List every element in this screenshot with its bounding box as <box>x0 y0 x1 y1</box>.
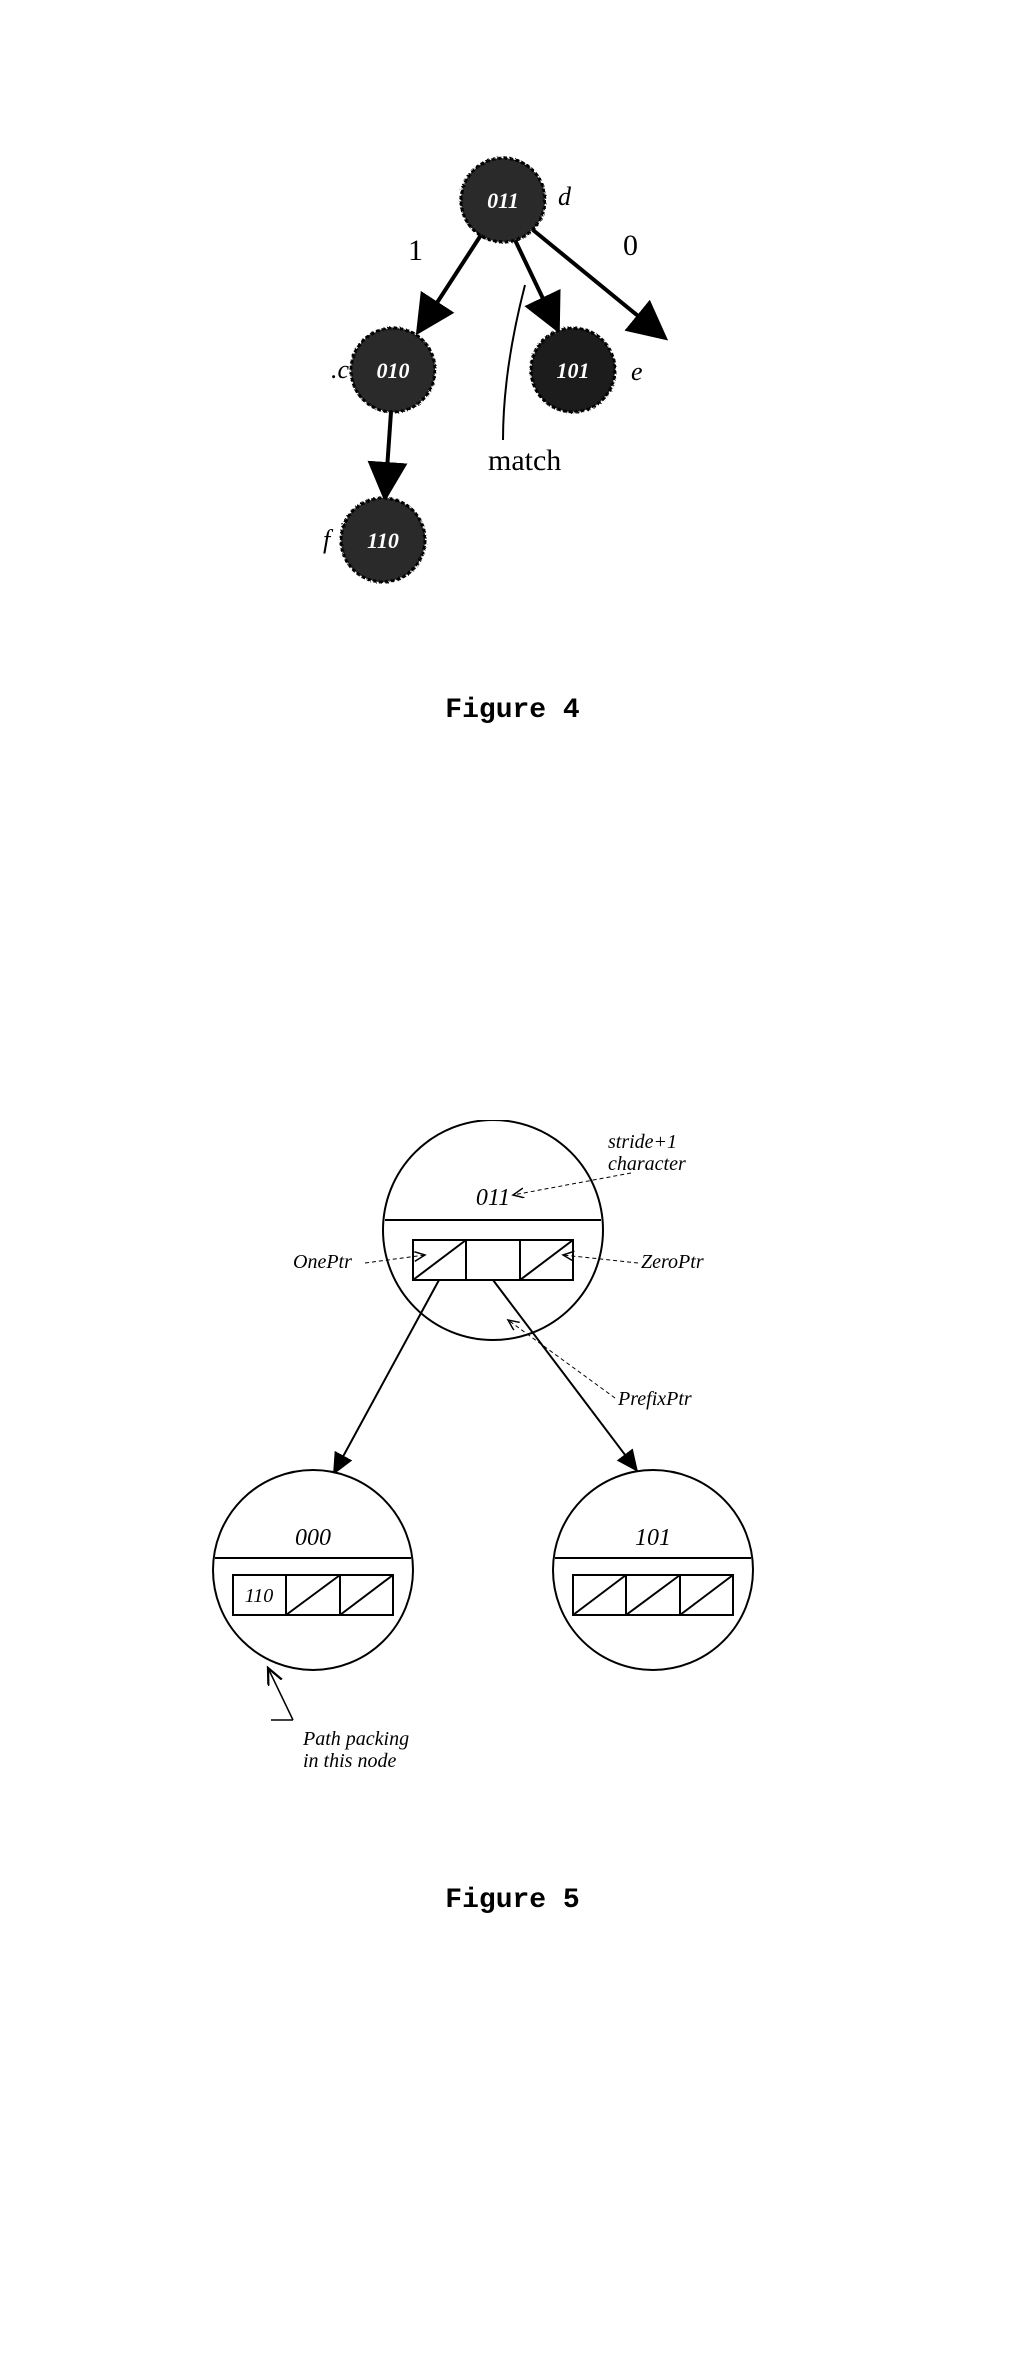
annot-prefixptr: PrefixPtr <box>617 1388 692 1410</box>
node-e-value: 101 <box>556 358 589 383</box>
edge-d-e <box>515 240 558 330</box>
annot-zeroptr: ZeroPtr <box>641 1251 704 1273</box>
annot-pathpack: Path packing in this node <box>302 1728 414 1772</box>
left-cell0-value: 110 <box>244 1585 273 1607</box>
edge-root-left <box>333 1280 439 1475</box>
edge-label-1: 1 <box>408 234 423 267</box>
figure-5-svg: 011 stride+1 character OnePtr ZeroPtr Pr… <box>163 1120 863 1840</box>
node-right: 101 <box>553 1470 753 1670</box>
annot-oneptr: OnePtr <box>293 1251 352 1273</box>
match-label: match <box>488 444 561 477</box>
node-right-value: 101 <box>635 1525 671 1551</box>
edge-c-f <box>385 412 391 498</box>
node-c-label: .c <box>331 355 350 384</box>
node-root-value: 011 <box>475 1185 509 1211</box>
node-root: 011 <box>383 1120 603 1340</box>
edge-d-c <box>418 235 481 332</box>
figure-5: 011 stride+1 character OnePtr ZeroPtr Pr… <box>163 1120 863 1916</box>
match-indicator <box>503 285 525 440</box>
node-left-value: 000 <box>295 1525 331 1551</box>
annot-prefixptr-line <box>508 1320 615 1398</box>
edge-label-0: 0 <box>623 229 638 262</box>
figure-4-svg: 1 0 match 011 d 010 .c 101 e 110 f <box>213 140 813 660</box>
root-cells <box>413 1240 573 1280</box>
node-f-value: 110 <box>367 528 399 553</box>
node-e-label: e <box>631 357 643 386</box>
annot-pathpack-line <box>268 1668 293 1720</box>
node-c-value: 010 <box>376 358 409 383</box>
figure-4: 1 0 match 011 d 010 .c 101 e 110 f <box>213 140 813 726</box>
node-left: 000 110 <box>213 1470 413 1670</box>
figure-4-caption: Figure 4 <box>213 695 813 726</box>
figure-5-caption: Figure 5 <box>163 1885 863 1916</box>
annot-stride: stride+1 character <box>608 1131 686 1175</box>
node-f-label: f <box>323 525 334 554</box>
node-d-value: 011 <box>487 188 519 213</box>
node-d-label: d <box>558 182 572 211</box>
